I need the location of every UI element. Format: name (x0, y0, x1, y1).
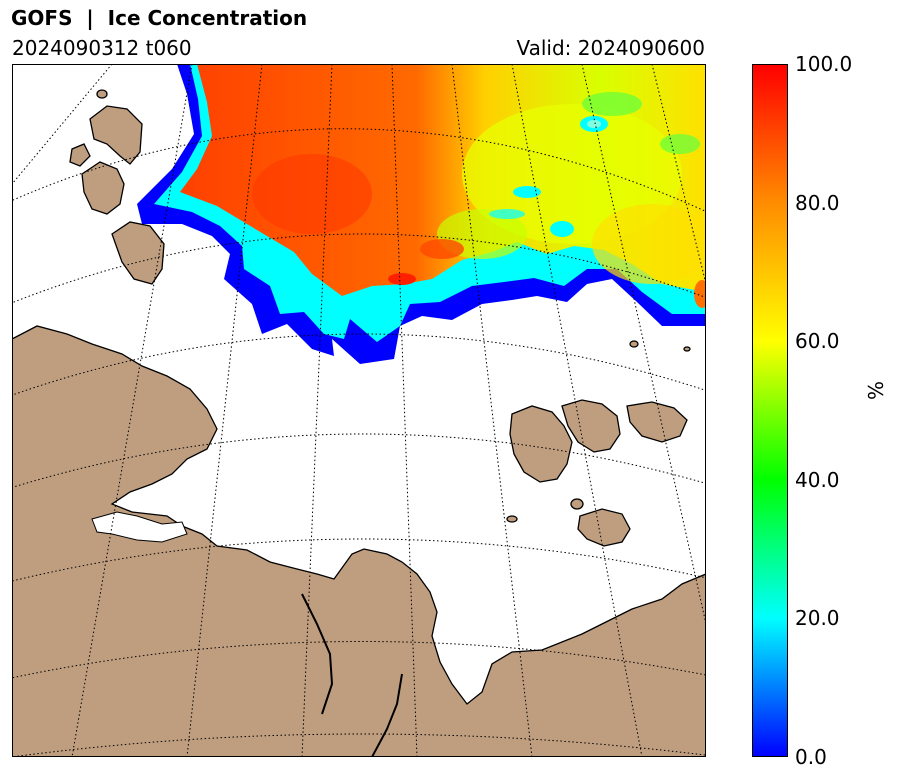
colorbar-tick: 0.0 (795, 745, 827, 769)
land-masses (12, 89, 706, 757)
colorbar-tick: 20.0 (795, 606, 840, 630)
white-sea (91, 511, 188, 543)
rivers (301, 593, 403, 757)
sea-ice-field (137, 64, 706, 364)
run-label: 2024090312 t060 (12, 36, 192, 60)
ice-concentration-map (12, 64, 706, 757)
chart-title: GOFS | Ice Concentration (11, 6, 308, 30)
colorbar-tick: 80.0 (795, 191, 840, 215)
map-frame (12, 64, 706, 757)
colorbar-gradient (752, 64, 788, 757)
colorbar-unit-label: % (864, 380, 888, 400)
valid-time-label: Valid: 2024090600 (516, 36, 705, 60)
graticule (12, 64, 706, 757)
colorbar-tick: 40.0 (795, 468, 840, 492)
colorbar-tick: 60.0 (795, 329, 840, 353)
colorbar-tick: 100.0 (795, 52, 853, 76)
colorbar (752, 64, 788, 757)
